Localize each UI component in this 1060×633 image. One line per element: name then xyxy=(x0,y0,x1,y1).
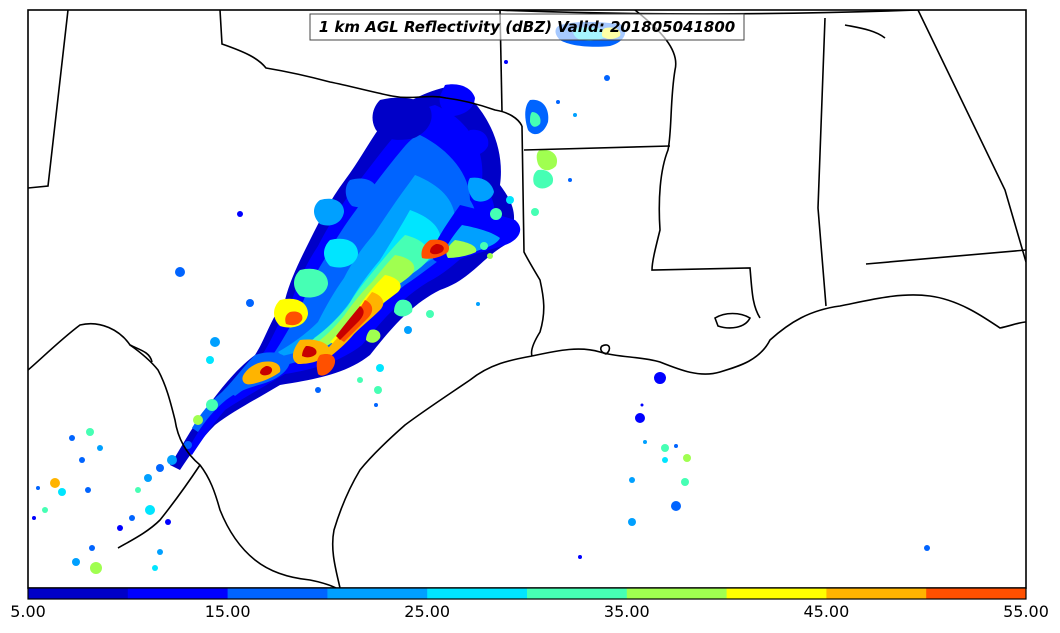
colorbar-bin xyxy=(626,588,728,599)
colorbar-bin xyxy=(926,588,1027,599)
colorbar-ticks: 5.00 15.00 25.00 35.00 45.00 55.00 xyxy=(10,602,1049,621)
mississippi-river xyxy=(634,10,761,319)
title-box: 1 km AGL Reflectivity (dBZ) Valid: 20180… xyxy=(309,13,745,41)
colorbar-tick-label: 15.00 xyxy=(205,602,251,621)
colorbar-tick-label: 25.00 xyxy=(404,602,450,621)
colorbar xyxy=(27,587,1027,600)
reflectivity-field xyxy=(32,21,930,574)
state-border-al-ga xyxy=(917,10,1026,263)
mexico-border xyxy=(28,323,337,588)
boundaries xyxy=(28,10,1026,588)
gulf-coast-texas xyxy=(331,355,533,588)
colorbar-bin xyxy=(227,588,328,599)
river-alabama xyxy=(844,24,886,39)
colorbar-tick-label: 5.00 xyxy=(10,602,46,621)
mexico-river-bend xyxy=(129,344,153,363)
colorbar-bin xyxy=(28,588,129,599)
colorbar-tick-label: 55.00 xyxy=(1003,602,1049,621)
colorbar-bin xyxy=(726,588,827,599)
colorbar-tick-label: 35.00 xyxy=(604,602,650,621)
colorbar-bin xyxy=(427,588,528,599)
state-border-tx-la xyxy=(521,125,545,357)
state-border-al-fl xyxy=(865,249,1026,265)
lake-pontchartrain xyxy=(714,312,752,329)
colorbar-tick-label: 45.00 xyxy=(803,602,849,621)
mexico-state-line xyxy=(117,464,201,549)
colorbar-bin xyxy=(527,588,628,599)
colorbar-frame xyxy=(27,587,1027,600)
colorbar-bin xyxy=(127,588,229,599)
map-title: 1 km AGL Reflectivity (dBZ) Valid: 20180… xyxy=(319,18,735,36)
gulf-coast-east xyxy=(531,294,1026,375)
state-border-tx-ok xyxy=(219,10,523,127)
colorbar-bin xyxy=(327,588,428,599)
colorbar-bin xyxy=(826,588,927,599)
state-border-ms-al xyxy=(817,17,827,307)
state-border-ar-la xyxy=(523,145,671,151)
state-border-nm-tx xyxy=(28,10,69,189)
